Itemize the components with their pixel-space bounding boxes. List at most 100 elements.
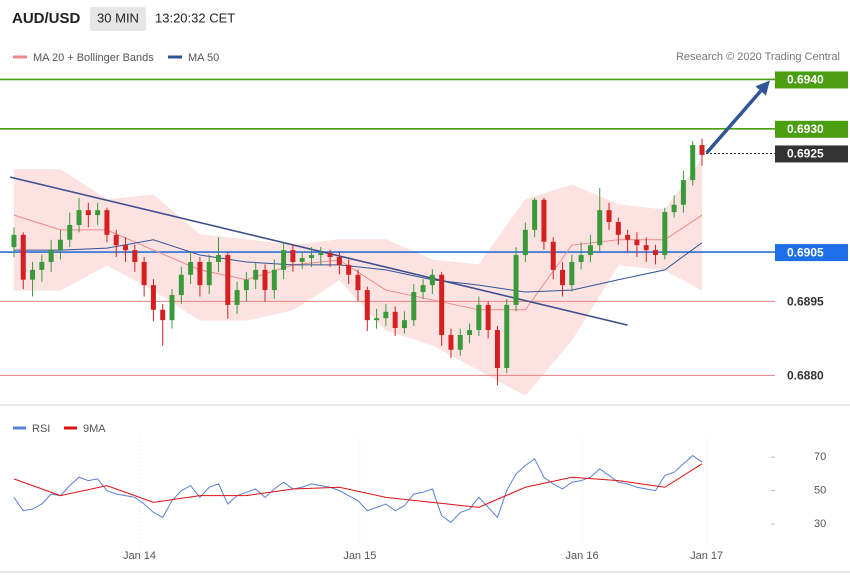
candle-body	[662, 212, 668, 256]
level-label: 0.6930	[787, 122, 824, 136]
candle-body	[30, 269, 36, 280]
candle-body	[271, 269, 277, 291]
candle-body	[587, 245, 593, 256]
legend-label: RSI	[32, 423, 50, 435]
candle-body	[57, 239, 63, 251]
level-label-box	[775, 244, 848, 262]
level-label: 0.6940	[787, 73, 824, 87]
candle-body	[467, 330, 473, 335]
candle-body	[615, 222, 621, 235]
candle-body	[336, 257, 342, 265]
candle-body	[308, 255, 314, 259]
candle-body	[634, 239, 640, 246]
y-tick-label: 30	[814, 518, 826, 530]
candle-body	[625, 234, 631, 240]
candle-body	[690, 145, 696, 181]
candle-body	[494, 330, 500, 369]
candle-body	[327, 253, 333, 258]
candle-body	[39, 261, 45, 270]
level-label-box	[775, 145, 848, 163]
candle-body	[299, 258, 305, 262]
candle-body	[671, 204, 677, 213]
y-tick-label: 70	[814, 451, 826, 463]
candle-body	[578, 255, 584, 262]
level-label: 0.6880	[787, 369, 824, 383]
bollinger-lower	[13, 264, 703, 396]
level-label-box	[775, 71, 848, 89]
level-label: 0.6905	[787, 245, 824, 259]
candle-body	[206, 261, 212, 286]
candle-body	[513, 255, 519, 305]
candle-body	[20, 234, 26, 280]
candle-body	[597, 210, 603, 246]
y-tick-label: 50	[814, 485, 826, 497]
trendline	[10, 176, 628, 326]
candle-body	[560, 269, 566, 286]
candle-body	[67, 224, 73, 240]
candle-body	[178, 274, 184, 296]
candle-body	[401, 320, 407, 329]
timeframe: 30 MIN	[97, 10, 139, 25]
candle-body	[225, 255, 231, 305]
symbol: AUD/USD	[12, 10, 81, 27]
candle-body	[132, 250, 138, 262]
candle-body	[150, 285, 156, 310]
candle-body	[113, 234, 119, 246]
x-tick-label: Jan 17	[690, 550, 723, 562]
candle-body	[504, 304, 510, 369]
candle-body	[355, 274, 361, 291]
candle-body	[699, 145, 705, 155]
level-label: 0.6925	[787, 147, 824, 161]
candle-body	[95, 210, 101, 216]
legend-label: MA 50	[188, 52, 219, 64]
candle-body	[281, 250, 287, 270]
candle-body	[411, 292, 417, 321]
price-panel: 0.6940 0.6930 0.6925 0.6905 0.6895 0.6880 MA 2…	[0, 52, 848, 396]
candle-body	[420, 285, 426, 293]
candle-body	[429, 274, 435, 286]
candle-body	[346, 264, 352, 275]
level-label-box	[775, 120, 848, 138]
legend-label: 9MA	[83, 423, 106, 435]
candle-body	[169, 295, 175, 321]
moving-average	[13, 214, 703, 311]
candle-body	[448, 334, 454, 350]
candle-body	[364, 290, 370, 321]
candle-body	[541, 199, 547, 242]
candle-body	[643, 245, 649, 251]
x-tick-label: Jan 15	[343, 550, 376, 562]
candle-body	[76, 210, 82, 225]
candle-body	[522, 229, 528, 256]
bollinger-upper	[13, 159, 703, 266]
indicator-line	[13, 463, 703, 508]
candle-body	[569, 261, 575, 286]
level-label: 0.6895	[787, 295, 824, 309]
moving-average	[13, 239, 703, 293]
credit: Research © 2020 Trading Central	[676, 51, 840, 63]
x-tick-label: Jan 14	[123, 550, 156, 562]
candle-body	[290, 250, 296, 262]
arrow-head	[755, 80, 770, 96]
candle-body	[532, 199, 538, 230]
candle-body	[104, 210, 110, 235]
candle-body	[653, 250, 659, 256]
timeframe-box	[90, 7, 146, 31]
candle-body	[374, 318, 380, 321]
candle-body	[262, 269, 268, 291]
candle-body	[383, 311, 389, 319]
candle-body	[160, 309, 166, 321]
candle-body	[11, 234, 17, 248]
candle-body	[606, 210, 612, 223]
candle-body	[243, 279, 249, 291]
candle-body	[439, 274, 445, 335]
candle-body	[318, 253, 324, 256]
candle-body	[141, 261, 147, 286]
candle-body	[234, 290, 240, 305]
candle-body	[476, 304, 482, 331]
candle-body	[550, 241, 556, 270]
candle-body	[48, 250, 54, 262]
rsi-panel: Jan 14 Jan 15 Jan 16 Jan 17 30 50 70 RSI 9MA	[13, 423, 826, 562]
candle-body	[197, 261, 203, 286]
x-tick-label: Jan 16	[566, 550, 599, 562]
